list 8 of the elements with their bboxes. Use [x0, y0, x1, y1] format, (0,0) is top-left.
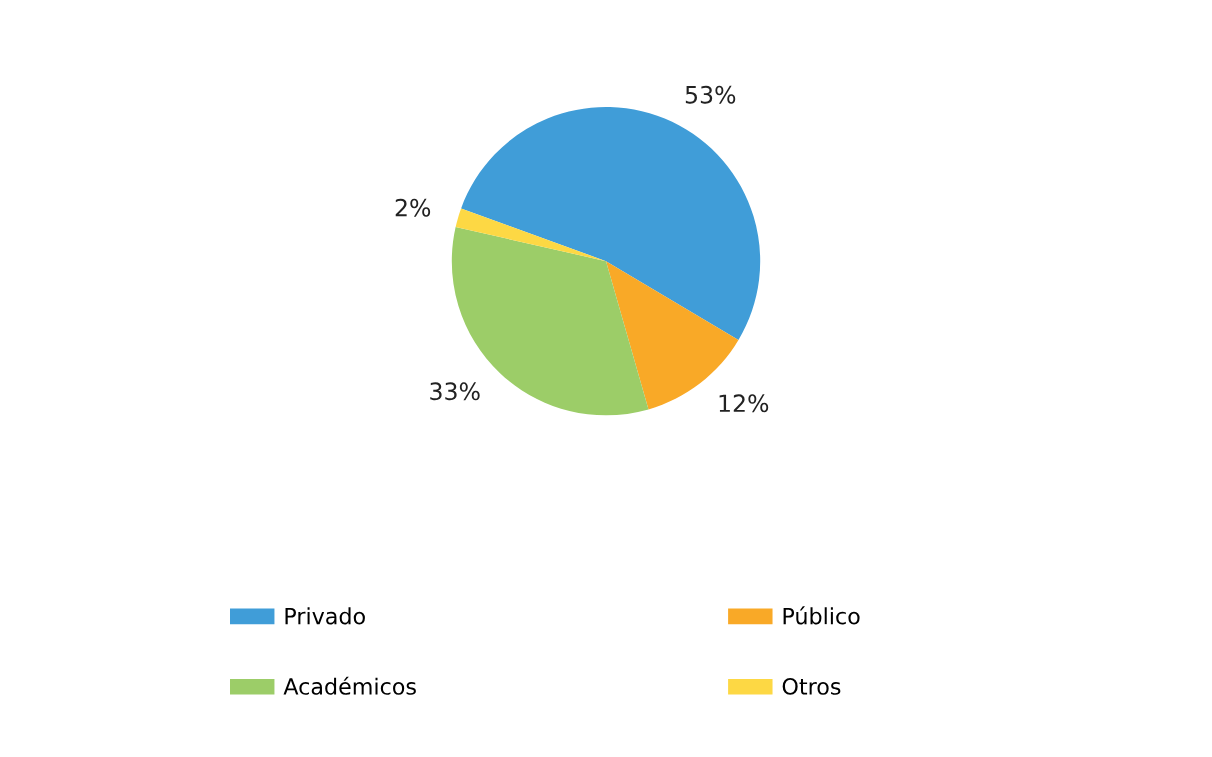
data-label: 12%: [719, 394, 769, 413]
legend-label: Público: [783, 606, 860, 625]
data-label: 2%: [395, 198, 431, 217]
legend-label: Académicos: [283, 676, 416, 695]
legend-label: Privado: [285, 607, 365, 625]
data-label: 53%: [685, 85, 736, 104]
legend-label: Otros: [782, 678, 841, 695]
data-label: 33%: [430, 382, 480, 401]
